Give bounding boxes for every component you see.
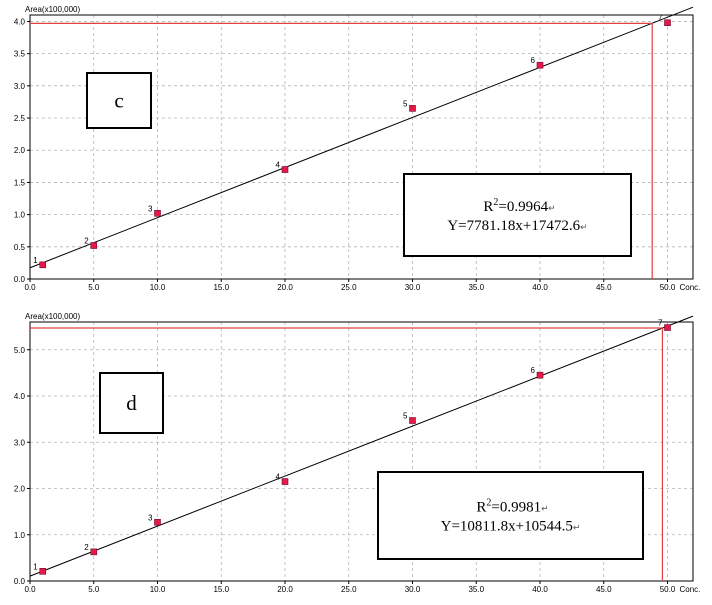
y-tick-label: 2.0: [14, 146, 26, 155]
plot-frame: [29, 14, 694, 280]
x-axis-label: Conc.: [680, 585, 701, 594]
chart-panel-d: 0.0 5.0 10.0 15.0 20.0 25.0 30.0 35.0 40.0 45.0 50…: [14, 312, 701, 594]
y-tick-label: 1.0: [14, 531, 26, 540]
equation-text: Y=7781.18x+17472.6↵: [447, 218, 587, 234]
data-point-3: [154, 518, 161, 526]
y-axis-label: Area(x100,000): [25, 5, 80, 14]
data-point-label: 4: [276, 161, 281, 170]
plot-frame: [29, 321, 694, 582]
y-tick-label: 0.0: [14, 275, 26, 284]
data-point-4: [281, 478, 289, 485]
data-point-1: [39, 261, 47, 269]
x-tick-label: 10.0: [150, 283, 166, 292]
x-tick-label: 50.0: [660, 283, 676, 292]
data-point-label: 6: [531, 56, 536, 65]
data-point-6: [536, 61, 544, 69]
y-tick-label: 2.0: [14, 485, 26, 494]
r-squared-text: R2=0.9981↵: [476, 498, 548, 516]
y-tick-label: 0.5: [14, 243, 26, 252]
x-tick-label: 5.0: [88, 283, 100, 292]
data-point-label: 7: [658, 319, 663, 328]
x-axis-label: Conc.: [680, 283, 701, 292]
data-point-label: 5: [403, 99, 408, 108]
data-point-label: 2: [84, 237, 89, 246]
data-point-label: 6: [531, 366, 536, 375]
data-point-7: [664, 19, 671, 27]
data-point-2: [90, 548, 98, 556]
y-tick-label: 3.0: [14, 82, 26, 91]
data-point-7: [664, 324, 671, 331]
equation-text: Y=10811.8x+10544.5↵: [441, 519, 581, 535]
data-point-5: [409, 417, 416, 424]
x-tick-label: 25.0: [341, 585, 357, 594]
y-tick-label: 3.5: [14, 50, 26, 59]
chart-panel-c: 0.0 5.0 10.0 15.0 20.0 25.0 30.0 35.0 40.0 45.0 50…: [14, 5, 701, 292]
x-tick-label: 30.0: [405, 283, 421, 292]
x-tick-label: 45.0: [596, 585, 612, 594]
data-point-label: 3: [148, 513, 153, 522]
r-squared-text: R2=0.9964↵: [483, 197, 555, 215]
x-tick-label: 45.0: [596, 283, 612, 292]
data-point-2: [90, 242, 98, 249]
x-tick-label: 40.0: [532, 585, 548, 594]
y-tick-label: 3.0: [14, 438, 26, 447]
y-tick-label: 0.0: [14, 577, 26, 586]
x-tick-label: 15.0: [213, 283, 229, 292]
y-tick-label: 5.0: [14, 346, 26, 355]
x-tick-label: 50.0: [660, 585, 676, 594]
equation-box: [403, 173, 632, 257]
panel-label: c: [114, 89, 123, 113]
data-point-label: 5: [403, 412, 408, 421]
data-point-6: [536, 371, 544, 379]
data-point-label: 4: [276, 473, 281, 482]
data-point-label: 2: [84, 543, 89, 552]
data-point-1: [39, 567, 47, 575]
data-point-5: [409, 105, 416, 112]
y-tick-label: 4.0: [14, 17, 26, 26]
x-tick-label: 30.0: [405, 585, 421, 594]
data-point-label: 7: [658, 14, 663, 23]
x-tick-label: 35.0: [468, 283, 484, 292]
x-tick-label: 5.0: [88, 585, 100, 594]
y-tick-label: 2.5: [14, 114, 26, 123]
data-point-label: 1: [33, 256, 38, 265]
x-tick-label: 20.0: [277, 283, 293, 292]
data-point-3: [154, 210, 161, 217]
x-tick-label: 15.0: [213, 585, 229, 594]
equation-box: [377, 471, 644, 560]
panel-label: d: [126, 391, 137, 415]
x-tick-label: 35.0: [468, 585, 484, 594]
x-tick-label: 40.0: [532, 283, 548, 292]
panel-label-box: [86, 72, 152, 129]
x-tick-label: 0.0: [24, 585, 36, 594]
data-point-label: 1: [33, 562, 38, 571]
data-point-label: 3: [148, 204, 153, 213]
y-axis-label: Area(x100,000): [25, 312, 80, 321]
x-tick-label: 0.0: [24, 283, 36, 292]
y-tick-label: 1.0: [14, 211, 26, 220]
regression-line: [29, 315, 694, 577]
y-tick-label: 4.0: [14, 392, 26, 401]
x-tick-label: 25.0: [341, 283, 357, 292]
x-tick-label: 10.0: [150, 585, 166, 594]
panel-label-box: [99, 372, 164, 434]
data-point-4: [281, 166, 289, 173]
regression-line: [29, 6, 694, 269]
x-tick-label: 20.0: [277, 585, 293, 594]
y-tick-label: 1.5: [14, 178, 26, 187]
